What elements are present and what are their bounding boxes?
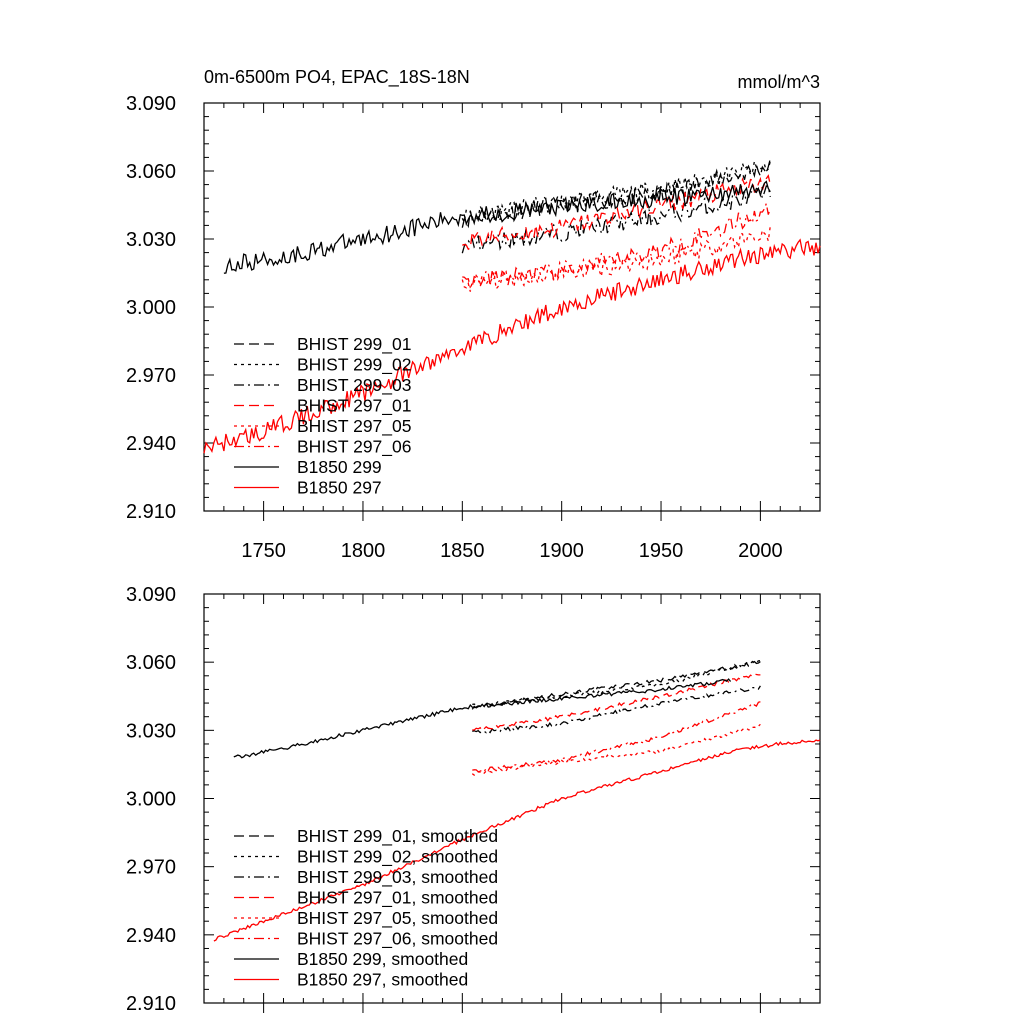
x-tick-label: 1950 [639,540,684,562]
x-tick-label: 1850 [440,540,485,562]
legend-label-0: BHIST 299_01, smoothed [297,826,498,847]
legend-label-3: BHIST 297_01 [297,396,411,417]
legend-label-4: BHIST 297_05, smoothed [297,908,498,929]
legend-label-1: BHIST 299_02, smoothed [297,847,498,868]
legend-label-5: BHIST 297_06 [297,437,411,458]
y-tick-label: 2.910 [126,501,176,523]
y-tick-label: 3.030 [126,720,176,742]
legend-label-2: BHIST 299_03, smoothed [297,867,498,888]
legend-label-7: B1850 297 [297,478,382,498]
y-tick-label: 3.000 [126,789,176,811]
series-line-0 [461,158,771,229]
y-tick-label: 3.090 [126,584,176,606]
series-line-4 [461,225,771,292]
legend-label-3: BHIST 297_01, smoothed [297,888,498,909]
y-tick-label: 2.970 [126,857,176,879]
top-panel: 0m-6500m PO4, EPAC_18S-18N mmol/m^3 2.91… [126,67,821,562]
bottom-panel: 2.910 2.940 2.970 3.000 3.030 3.060 3.090 BHIST… [126,584,821,1015]
y-tick-label: 3.060 [126,652,176,674]
series-line-5 [472,701,761,773]
series-line-4 [471,723,761,776]
units-label: mmol/m^3 [738,72,820,92]
legend-label-7: B1850 297, smoothed [297,970,468,990]
series-line-6 [233,678,732,759]
x-tick-label: 1900 [539,540,584,562]
legend-label-5: BHIST 297_06, smoothed [297,929,498,950]
y-tick-label: 2.910 [126,993,176,1015]
x-tick-label: 2000 [738,540,783,562]
y-tick-label: 3.090 [126,93,176,115]
legend-label-0: BHIST 299_01 [297,334,411,355]
series-line-7 [203,238,821,454]
series-line-3 [462,174,771,251]
series-line-2 [461,185,771,254]
series-line-6 [223,180,771,274]
y-tick-label: 2.970 [126,365,176,387]
y-tick-label: 3.060 [126,161,176,183]
x-tick-label: 1800 [341,540,386,562]
legend-label-4: BHIST 297_05 [297,416,411,437]
series-line-0 [471,660,761,710]
series-line-3 [472,673,761,732]
y-tick-label: 2.940 [126,433,176,455]
series-line-1 [472,659,761,708]
legend-label-1: BHIST 299_02 [297,355,411,376]
y-tick-label: 3.000 [126,297,176,319]
y-tick-label: 3.030 [126,229,176,251]
series-line-2 [472,685,761,734]
legend-label-2: BHIST 299_03 [297,375,411,396]
legend-label-6: B1850 299 [297,457,382,477]
x-tick-label: 1750 [241,540,286,562]
legend-label-6: B1850 299, smoothed [297,949,468,969]
series-line-7 [213,739,821,942]
y-tick-label: 2.940 [126,925,176,947]
chart-title: 0m-6500m PO4, EPAC_18S-18N [204,67,470,88]
series-line-5 [462,201,771,289]
